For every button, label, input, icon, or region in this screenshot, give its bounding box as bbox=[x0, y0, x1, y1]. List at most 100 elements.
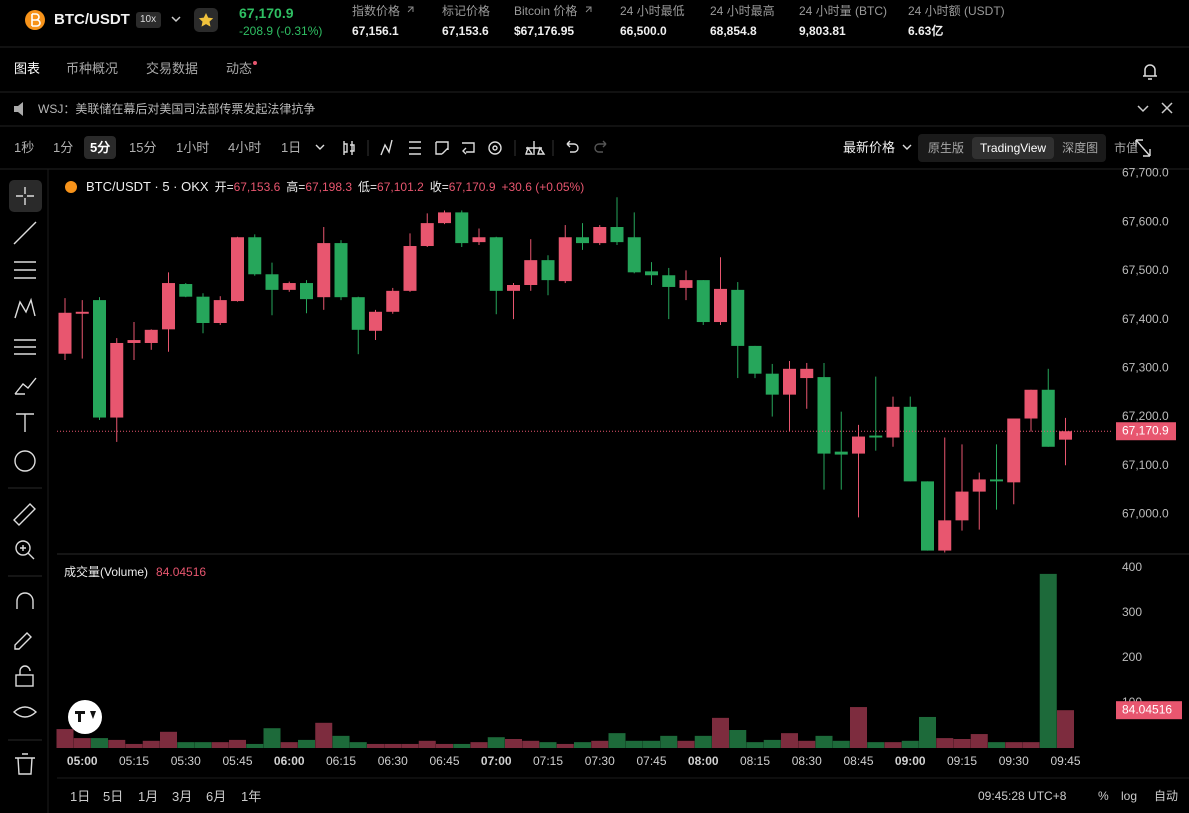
volume-bar bbox=[556, 743, 574, 748]
volume-label: 84.04516 bbox=[1122, 702, 1172, 716]
volume-legend: 成交量(Volume) 84.04516 bbox=[64, 566, 206, 578]
view-option[interactable]: 原生版 bbox=[928, 141, 965, 155]
fib-tool[interactable] bbox=[14, 261, 36, 279]
volume-bar bbox=[677, 740, 695, 748]
volume-bar bbox=[384, 743, 402, 748]
candle-body bbox=[990, 479, 1003, 482]
candle-body bbox=[869, 435, 883, 438]
alert-icon[interactable] bbox=[1143, 64, 1157, 80]
volume-bar bbox=[177, 742, 195, 748]
price-type[interactable]: 最新价格 bbox=[843, 140, 896, 155]
candle-body bbox=[731, 289, 745, 346]
x-tick-label: 08:45 bbox=[843, 754, 873, 768]
news-ticker[interactable]: WSJ：美联储在幕后对美国司法部传票发起法律抗争 bbox=[38, 102, 316, 116]
volume-bar bbox=[953, 739, 971, 748]
emoji-tool[interactable] bbox=[14, 450, 36, 472]
text-tool[interactable] bbox=[16, 413, 34, 432]
lock-drawing-tool[interactable] bbox=[14, 632, 32, 650]
volume-bar bbox=[970, 734, 988, 748]
undo[interactable] bbox=[566, 140, 579, 153]
price-label-bg bbox=[1116, 422, 1176, 441]
trend-line-tool[interactable] bbox=[13, 221, 37, 245]
scale-option[interactable]: log bbox=[1121, 789, 1138, 803]
zoom-tool-plus bbox=[20, 545, 35, 560]
range-button[interactable]: 3月 bbox=[172, 789, 193, 804]
volume-bar bbox=[884, 742, 902, 748]
interval[interactable]: 1小时 bbox=[176, 140, 210, 155]
compare[interactable] bbox=[435, 141, 449, 155]
range-button[interactable]: 1月 bbox=[138, 789, 159, 804]
interval[interactable]: 5分 bbox=[84, 136, 117, 159]
legend-label: 收= bbox=[429, 179, 449, 194]
tab[interactable]: 交易数据 bbox=[146, 61, 199, 76]
interval[interactable]: 1分 bbox=[53, 140, 74, 155]
symbol[interactable]: BTC/USDT bbox=[54, 11, 130, 28]
ruler-tool[interactable] bbox=[13, 503, 36, 526]
y-tick-label: 67,000.0 bbox=[1122, 507, 1169, 521]
dropdown[interactable] bbox=[171, 16, 181, 23]
last-price: 67,170.9 bbox=[239, 5, 294, 21]
interval[interactable]: 15分 bbox=[129, 140, 157, 155]
volume-bar bbox=[763, 739, 781, 748]
redo[interactable] bbox=[594, 140, 607, 153]
candle-body bbox=[748, 345, 762, 374]
candle-body bbox=[558, 237, 572, 282]
volume-bar bbox=[798, 740, 816, 748]
coin-glyph bbox=[31, 13, 41, 27]
volume-bar bbox=[108, 739, 126, 748]
close-news[interactable] bbox=[1161, 102, 1173, 114]
crosshair-tool[interactable] bbox=[16, 187, 34, 205]
lock-tool[interactable] bbox=[15, 674, 34, 687]
scale-option[interactable]: % bbox=[1098, 789, 1109, 803]
more-intervals[interactable] bbox=[315, 144, 325, 150]
legend-label: 高= bbox=[286, 179, 306, 194]
volume-bar bbox=[401, 743, 419, 748]
candle-body bbox=[265, 274, 279, 290]
interval[interactable]: 1秒 bbox=[14, 140, 35, 155]
volume-bar bbox=[418, 740, 436, 748]
interval[interactable]: 1日 bbox=[281, 140, 302, 155]
volume-tick-label: 200 bbox=[1122, 650, 1142, 664]
magnet-tool[interactable] bbox=[16, 592, 34, 609]
compare-scale[interactable] bbox=[525, 141, 546, 155]
candle-body bbox=[127, 340, 141, 343]
zoom-tool[interactable] bbox=[15, 540, 31, 556]
tab[interactable]: 动态 bbox=[226, 61, 253, 76]
replay[interactable] bbox=[462, 142, 475, 155]
candle-body bbox=[93, 300, 106, 418]
tab[interactable]: 币种概况 bbox=[66, 61, 119, 76]
leverage: 10x bbox=[140, 14, 157, 25]
candle-body bbox=[765, 373, 779, 395]
view-option[interactable]: 市值 bbox=[1114, 141, 1139, 155]
indicators[interactable] bbox=[380, 139, 393, 156]
range-button[interactable]: 6月 bbox=[206, 789, 227, 804]
stat-value: 67,153.6 bbox=[442, 24, 489, 38]
candle-style[interactable] bbox=[343, 141, 355, 155]
interval[interactable]: 4小时 bbox=[228, 140, 262, 155]
tool-active bbox=[9, 180, 42, 212]
pattern-tool[interactable] bbox=[14, 297, 36, 319]
visibility-tool[interactable] bbox=[12, 706, 38, 718]
expand-news[interactable] bbox=[1137, 105, 1149, 113]
chart-title: BTC/USDT · 5 · OKX bbox=[86, 179, 209, 194]
brush-tool[interactable] bbox=[14, 377, 37, 395]
tab[interactable]: 图表 bbox=[14, 61, 41, 76]
x-tick-label: 07:00 bbox=[481, 754, 512, 768]
range-button[interactable]: 5日 bbox=[103, 789, 124, 804]
view-option[interactable]: 深度图 bbox=[1062, 141, 1099, 155]
settings[interactable] bbox=[488, 141, 502, 155]
price-dropdown[interactable] bbox=[902, 144, 912, 150]
fullscreen[interactable] bbox=[1135, 139, 1151, 157]
projection-tool[interactable] bbox=[14, 339, 36, 355]
y-tick-label: 67,700.0 bbox=[1122, 166, 1169, 180]
x-tick-label: 08:30 bbox=[792, 754, 822, 768]
templates[interactable] bbox=[409, 141, 421, 155]
view-option[interactable]: TradingView bbox=[972, 137, 1055, 159]
legend-label: 开= bbox=[214, 179, 234, 194]
volume-bar bbox=[1057, 710, 1074, 748]
delete-tool[interactable] bbox=[15, 753, 35, 775]
range-button[interactable]: 1年 bbox=[241, 789, 262, 804]
scale-option[interactable]: 自动 bbox=[1154, 789, 1179, 803]
range-button[interactable]: 1日 bbox=[70, 789, 91, 804]
